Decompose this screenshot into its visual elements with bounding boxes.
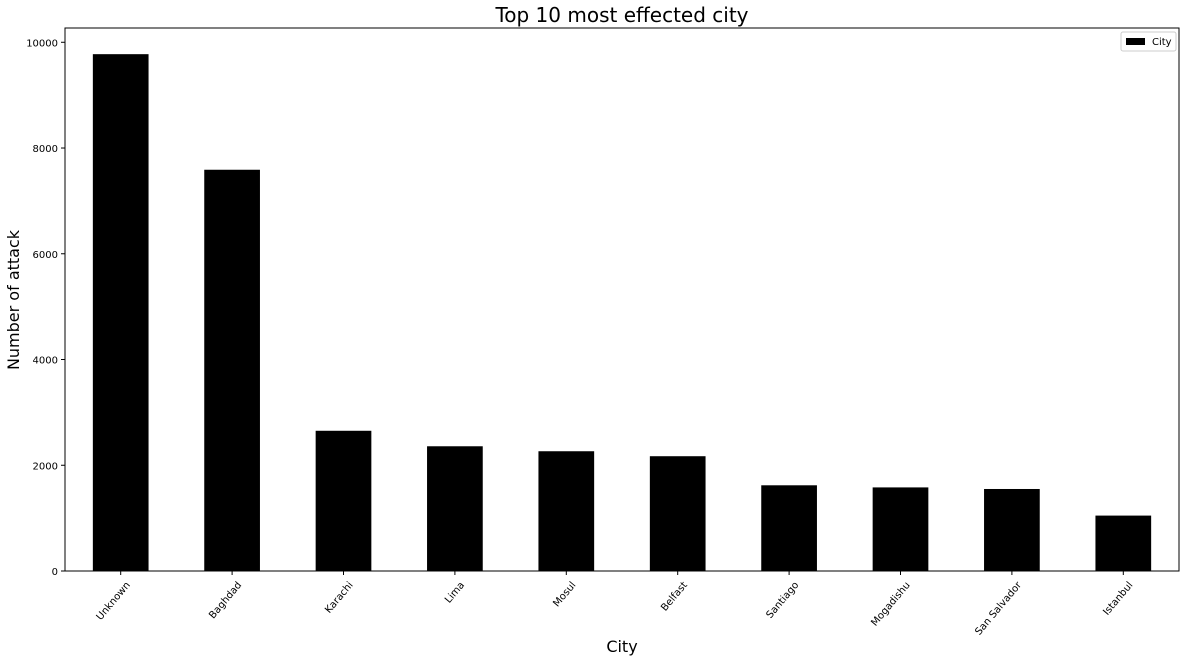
plot-frame (64, 27, 1180, 572)
y-tick-label: 8000 (33, 144, 58, 155)
x-axis: Unknown Baghdad Karachi Lima Mosul Belfast San… (95, 571, 1136, 638)
legend: City (1120, 31, 1177, 52)
bar-mosul (538, 451, 595, 571)
y-axis: 0 2000 4000 6000 8000 10000 (26, 38, 65, 578)
bar-lima (427, 446, 483, 571)
bar-mogadishu (872, 487, 929, 571)
x-tick-label: Unknown (95, 580, 133, 623)
x-tick-label: Mogadishu (869, 580, 912, 629)
bar-santiago (761, 485, 817, 571)
bar-unknown (92, 54, 149, 572)
y-tick-label: 4000 (33, 356, 58, 367)
y-tick-label: 0 (52, 567, 58, 578)
x-tick-label: Belfast (659, 580, 690, 614)
bar-baghdad (204, 169, 260, 571)
bar-istanbul (1095, 515, 1152, 571)
x-tick-label: Baghdad (207, 580, 244, 621)
bar-san-salvador (984, 488, 1040, 571)
x-axis-label: City (606, 637, 637, 656)
legend-swatch (1126, 38, 1145, 45)
bar-karachi (315, 430, 372, 571)
bar-belfast (649, 456, 706, 571)
x-tick-label: Karachi (323, 580, 355, 616)
x-tick-label: Lima (443, 580, 467, 606)
y-tick-label: 2000 (33, 461, 58, 472)
y-axis-label: Number of attack (4, 229, 23, 370)
chart-title: Top 10 most effected city (494, 3, 748, 27)
y-tick-label: 6000 (33, 250, 58, 261)
x-tick-label: Santiago (765, 580, 802, 621)
bars-layer (92, 54, 1152, 572)
y-tick-label: 10000 (26, 38, 58, 49)
x-tick-label: Istanbul (1101, 580, 1135, 618)
legend-frame (1120, 31, 1177, 52)
x-tick-label: San Salvador (973, 579, 1024, 637)
legend-label: City (1152, 37, 1172, 48)
x-tick-label: Mosul (551, 580, 578, 609)
